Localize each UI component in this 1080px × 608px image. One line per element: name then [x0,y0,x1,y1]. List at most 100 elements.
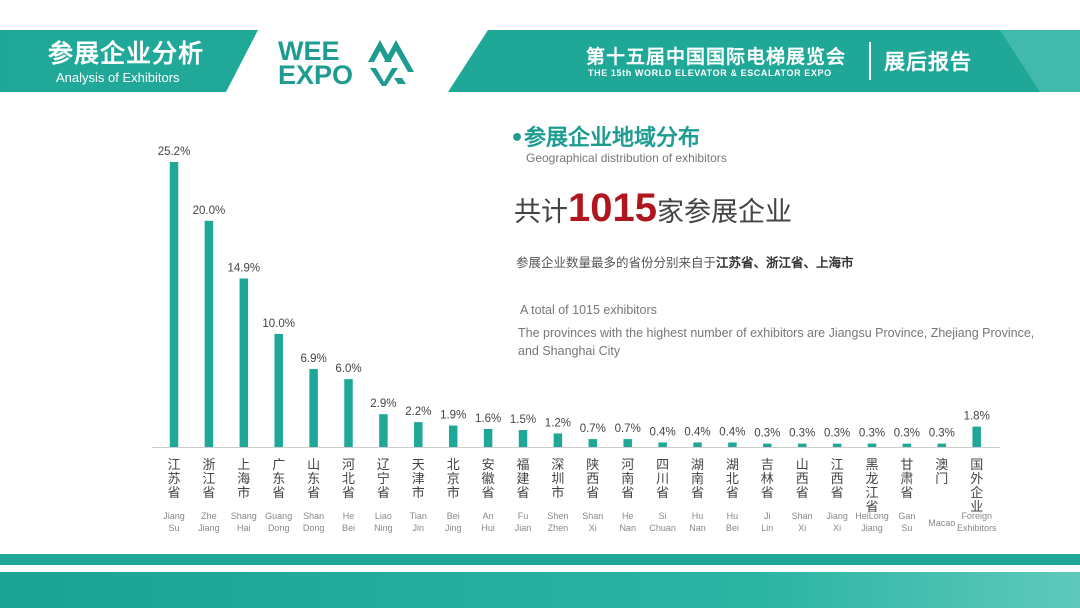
category-label-char: 山 [796,458,809,473]
bar [867,443,877,447]
category-label-char: 龙 [865,472,878,487]
data-label: 0.3% [859,428,885,440]
bar [797,443,807,447]
data-label: 1.5% [510,414,536,426]
category-label-char: 澳 [935,457,948,473]
category-label-char: 市 [447,485,460,501]
category-label-char: 北 [726,472,739,487]
category-label-char: 市 [412,485,425,501]
bar [553,433,563,447]
category-label-char: 北 [447,458,460,473]
header-banner [0,30,1080,92]
category-label-en: Ji [764,511,771,521]
category-label-char: 西 [586,472,599,487]
category-label-char: 北 [342,472,355,487]
header-title: 参展企业分析 [48,39,205,68]
bar [728,442,737,447]
category-label-char: 安 [482,458,495,473]
bar [483,428,493,447]
total-exhibitors-line: 共计1015家参展企业 [514,186,792,231]
wee-expo-logo-icon [368,40,414,86]
category-label-char: 门 [935,472,948,487]
data-label: 0.4% [649,426,675,438]
highest-provinces-cn: 参展企业数量最多的省份分别来自于江苏省、浙江省、上海市 [516,252,854,271]
bar [763,443,772,447]
category-label-char: 川 [656,472,669,487]
total-exhibitors-en: A total of 1015 exhibitors [520,303,657,317]
bar [379,414,388,447]
category-label-en: Hu [727,511,739,521]
expo-title-cn: 第十五届中国国际电梯展览会 [586,46,847,68]
data-label: 2.9% [370,398,396,410]
data-label: 0.3% [754,428,780,440]
category-label-char: 肃 [900,472,913,487]
total-suffix: 家参展企业 [656,197,792,228]
category-label-en: Shang [231,511,257,521]
category-label-char: 甘 [900,458,913,473]
category-label-char: 湖 [726,458,739,473]
data-label: 25.2% [158,146,191,158]
category-label-en: Jin [413,523,425,533]
category-label-char: 省 [202,486,215,501]
category-label-en: Jing [445,523,462,533]
category-label-en: Shan [303,511,324,521]
data-label: 1.2% [545,417,571,429]
category-label-char: 省 [865,500,878,515]
footer-band-bottom [0,572,1080,608]
section-title: •参展企业地域分布 [510,126,701,151]
category-label-en: He [343,511,355,521]
category-label-char: 宁 [377,471,390,487]
category-label-en: Su [168,523,179,533]
header-divider [869,42,871,80]
category-label-char: 上 [237,458,250,473]
data-label: 14.9% [227,262,260,274]
category-label-char: 辽 [377,458,390,473]
report-label: 展后报告 [884,50,972,74]
bar [274,333,283,447]
data-label: 1.8% [964,411,990,423]
category-label-en: Macao [928,518,955,528]
category-label-char: 国 [970,458,983,473]
category-label-char: 陕 [586,458,599,473]
category-label-en: Fu [518,511,529,521]
category-label-char: 省 [272,486,285,501]
data-label: 20.0% [193,205,226,217]
category-label-char: 省 [307,486,320,501]
bar [588,439,598,447]
category-label-en: Si [659,511,667,521]
total-number: 1015 [568,186,657,230]
category-label-char: 四 [656,458,669,473]
category-label-en: Ning [374,523,393,533]
category-label-en: Zhe [201,511,217,521]
category-label-char: 省 [796,486,809,501]
category-label-en: Jiang [861,523,883,533]
category-label-en: Dong [268,523,290,533]
category-label-char: 东 [307,472,320,487]
category-label-char: 省 [726,486,739,501]
category-label-en: Zhen [548,523,569,533]
bar [448,425,458,447]
category-label-char: 江 [202,472,215,487]
category-label-char: 深 [551,458,564,473]
data-label: 10.0% [262,318,295,330]
category-label-en: Hai [237,523,251,533]
bar [518,430,528,447]
highest-cn-provinces: 江苏省、浙江省、上海市 [716,255,854,270]
category-label-char: 山 [307,458,320,473]
category-label-en: Chuan [649,523,676,533]
bar [344,379,353,447]
section-subtitle: Geographical distribution of exhibitors [526,151,727,165]
category-label-char: 东 [272,472,285,487]
category-label-en: Dong [303,523,325,533]
category-label-char: 苏 [167,471,180,487]
category-label-en: An [483,511,494,521]
data-label: 1.6% [475,413,501,425]
category-label-en: Hu [692,511,704,521]
category-label-char: 外 [970,472,983,487]
category-label-char: 业 [970,500,983,515]
category-label-en: Nan [689,523,706,533]
category-label-char: 省 [691,486,704,501]
expo-title-en: THE 15th WORLD ELEVATOR & ESCALATOR EXPO [588,68,832,78]
bar [169,162,179,447]
category-label-en: Tian [410,511,427,521]
